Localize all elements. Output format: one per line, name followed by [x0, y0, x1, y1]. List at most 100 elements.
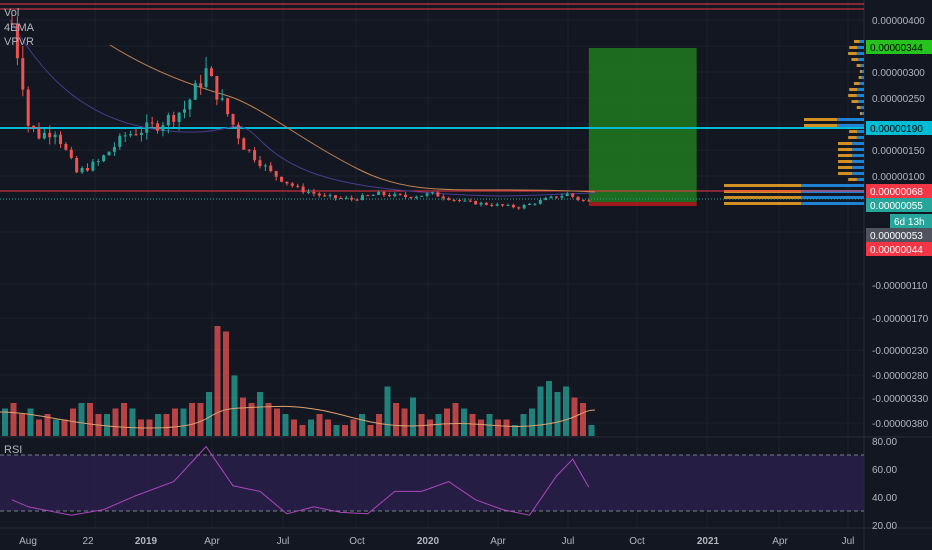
price-badge-label: 6d 13h	[894, 217, 925, 228]
candle-body	[425, 193, 429, 196]
time-label: Apr	[772, 536, 788, 547]
legend-4ema[interactable]: 4EMA	[4, 22, 34, 34]
volume-bar	[36, 419, 42, 436]
volume-bar	[512, 425, 518, 436]
price-axis[interactable]: 0.00000400 0.00000300 0.00000250 0.00000150…	[866, 16, 932, 532]
volume-bar	[282, 414, 289, 436]
vpvr-row	[856, 64, 861, 67]
candle-body	[436, 192, 440, 197]
candle-body	[10, 23, 14, 25]
candle-body	[571, 193, 575, 197]
time-label: Jul	[562, 536, 575, 547]
price-tick-label: -0.00000380	[872, 419, 929, 430]
candle-body	[75, 157, 79, 173]
ema-fast	[9, 19, 596, 197]
vpvr-row	[852, 160, 864, 163]
candle-body	[26, 89, 30, 126]
candle-body	[554, 196, 558, 198]
candle-body	[431, 192, 434, 194]
volume-bar	[308, 419, 314, 436]
candle-body	[344, 197, 348, 199]
price-tick-label: 0.00000400	[872, 16, 925, 27]
vpvr-row	[851, 58, 859, 61]
candle-body	[102, 155, 106, 162]
vpvr-row	[724, 184, 801, 187]
candle-body	[150, 122, 154, 124]
candle-body	[129, 134, 133, 136]
time-axis[interactable]: Aug 22 2019 Apr Jul Oct 2020 Apr Jul Oct 2021 Apr Ju…	[19, 536, 854, 547]
price-badge-label: 0.00000053	[870, 231, 923, 242]
candle-body	[544, 197, 548, 201]
time-label: Oct	[629, 536, 645, 547]
candle-body	[280, 176, 284, 182]
candle-body	[457, 199, 461, 201]
vpvr-row	[860, 64, 864, 67]
volume-ma	[0, 405, 596, 429]
volume-bar	[274, 408, 280, 436]
volume-bar	[291, 419, 297, 436]
candle-body	[447, 198, 451, 200]
candle-body	[48, 132, 52, 138]
candle-body	[242, 138, 246, 150]
volume-bar	[316, 414, 323, 436]
rsi-tick-label: 20.00	[872, 521, 897, 532]
candle-body	[21, 58, 25, 90]
candle-body	[253, 150, 257, 161]
price-badge	[866, 121, 932, 135]
candle-body	[274, 171, 278, 177]
vpvr-row	[856, 106, 861, 109]
ema-slow	[109, 44, 596, 193]
candle-body	[118, 135, 122, 147]
vpvr-row	[853, 82, 860, 85]
rsi-tick-label: 80.00	[872, 437, 897, 448]
volume-bar	[452, 403, 459, 436]
vpvr-row	[837, 118, 864, 121]
candle-body	[307, 191, 311, 193]
volume-bar	[231, 375, 238, 436]
vpvr-row	[852, 148, 864, 151]
volume-bar	[427, 419, 433, 436]
candle-body	[64, 144, 68, 150]
vpvr-row	[859, 70, 863, 73]
price-pane[interactable]	[0, 3, 864, 210]
candle-body	[506, 204, 510, 206]
candle-body	[209, 68, 213, 77]
rsi-label[interactable]: RSI	[4, 444, 23, 456]
candle-body	[69, 149, 73, 158]
vpvr-row	[856, 52, 864, 55]
candle-body	[59, 134, 63, 145]
vpvr-row	[801, 184, 864, 187]
candle-body	[360, 195, 364, 201]
time-label: Oct	[349, 536, 365, 547]
time-label: 2021	[697, 536, 720, 547]
volume-bar	[376, 414, 382, 436]
candle-body	[145, 122, 149, 133]
volume-bar	[180, 408, 187, 436]
candle-body	[576, 196, 580, 201]
candle-body	[107, 151, 111, 156]
candle-body	[409, 197, 413, 199]
candle-body	[53, 134, 57, 138]
candle-body	[398, 193, 402, 195]
candle-body	[441, 196, 445, 199]
vpvr-row	[838, 154, 853, 157]
volume-bar	[206, 392, 212, 436]
vpvr-row	[854, 40, 860, 43]
price-badge	[866, 242, 932, 256]
candle-body	[263, 165, 267, 167]
volume-bar	[240, 397, 246, 436]
candle-body	[474, 200, 478, 205]
candle-body	[193, 83, 197, 100]
volume-bar	[27, 408, 34, 436]
candle-body	[463, 200, 467, 202]
candle-body	[85, 167, 89, 171]
legend-vpvr[interactable]: VPVR	[4, 36, 34, 48]
time-label: Apr	[490, 536, 506, 547]
legend-vol[interactable]: Vol	[4, 7, 20, 19]
volume-bar	[70, 408, 76, 436]
volume-bar	[359, 414, 365, 436]
price-badge	[866, 184, 932, 198]
vpvr-row	[861, 76, 864, 79]
volume-bar	[333, 425, 340, 436]
